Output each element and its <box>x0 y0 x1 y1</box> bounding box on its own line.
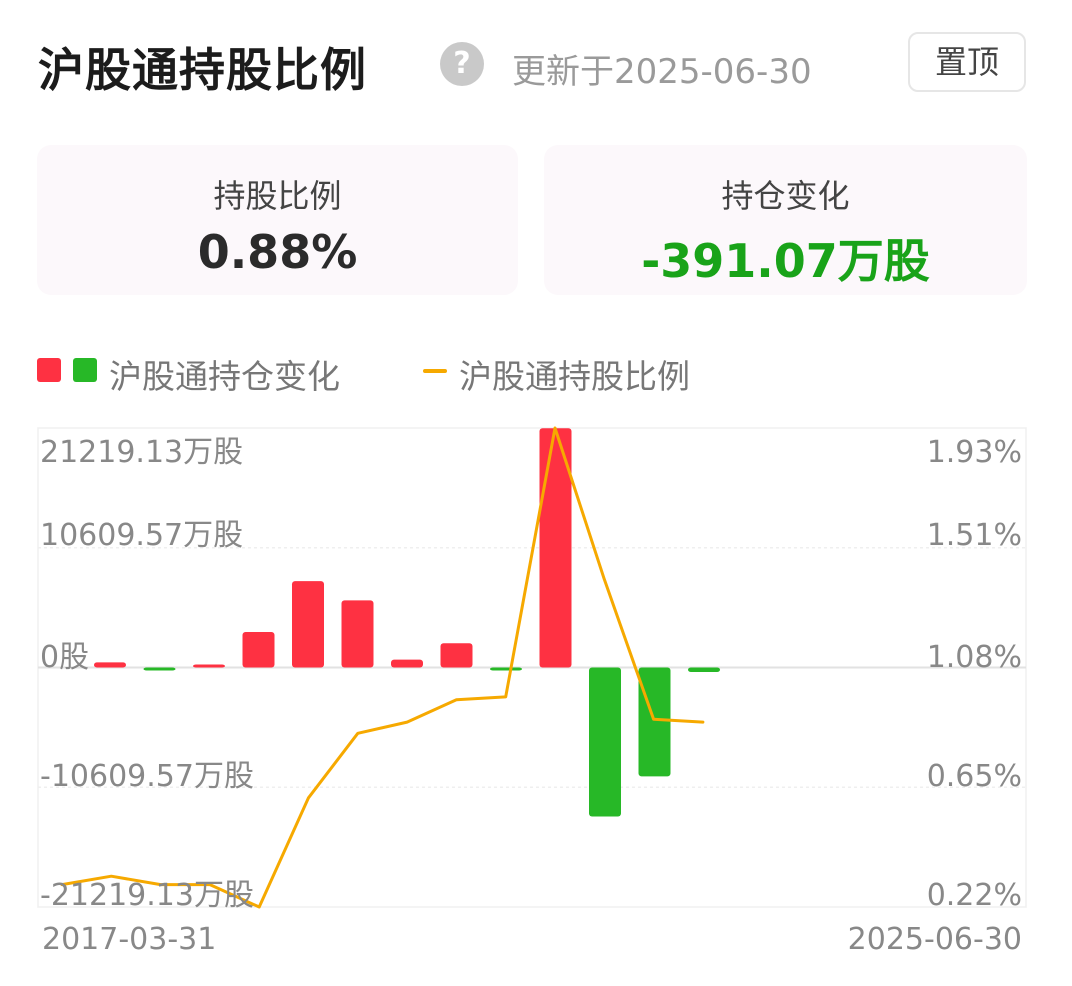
bar <box>391 659 423 668</box>
bar <box>292 581 324 668</box>
bar <box>688 667 720 673</box>
bar <box>440 643 473 668</box>
pin-button[interactable]: 置顶 <box>908 32 1026 92</box>
left-axis-tick: -10609.57万股 <box>40 759 254 794</box>
bar <box>589 667 621 817</box>
right-axis-tick: 1.93% <box>927 435 1022 470</box>
holding-ratio-card: 持股比例 0.88% <box>37 145 518 295</box>
bar <box>341 600 374 668</box>
legend-bar-label: 沪股通持仓变化 <box>109 357 340 396</box>
right-axis-tick: 0.22% <box>927 878 1022 913</box>
left-axis-tick: 10609.57万股 <box>40 518 243 553</box>
right-axis-tick: 0.65% <box>927 759 1022 794</box>
x-start-date: 2017-03-31 <box>42 922 217 957</box>
bar <box>638 667 671 777</box>
legend-line-label: 沪股通持股比例 <box>459 357 690 396</box>
update-date: 更新于2025-06-30 <box>512 52 812 92</box>
x-end-date: 2025-06-30 <box>847 922 1022 957</box>
position-change-card: 持仓变化 -391.07万股 <box>544 145 1027 295</box>
left-axis-tick: 21219.13万股 <box>40 435 243 470</box>
left-axis-tick: 0股 <box>40 640 89 675</box>
position-change-value: -391.07万股 <box>641 234 930 288</box>
bar <box>490 667 522 671</box>
right-axis-tick: 1.08% <box>927 640 1022 675</box>
ratio-line <box>60 426 705 909</box>
bar <box>143 667 176 671</box>
bar <box>94 662 126 668</box>
position-change-label: 持仓变化 <box>721 177 850 215</box>
bar <box>193 664 225 668</box>
holding-ratio-label: 持股比例 <box>213 177 342 215</box>
page-title: 沪股通持股比例 <box>38 43 367 97</box>
legend-green-swatch <box>73 358 97 382</box>
question-circle-icon[interactable]: ? <box>440 42 484 86</box>
legend-red-swatch <box>37 358 61 382</box>
bar <box>242 631 275 668</box>
left-axis-tick: -21219.13万股 <box>40 878 254 913</box>
right-axis-tick: 1.51% <box>927 518 1022 553</box>
legend-line-swatch <box>423 369 447 373</box>
holding-ratio-value: 0.88% <box>197 225 358 279</box>
bar <box>539 428 572 668</box>
